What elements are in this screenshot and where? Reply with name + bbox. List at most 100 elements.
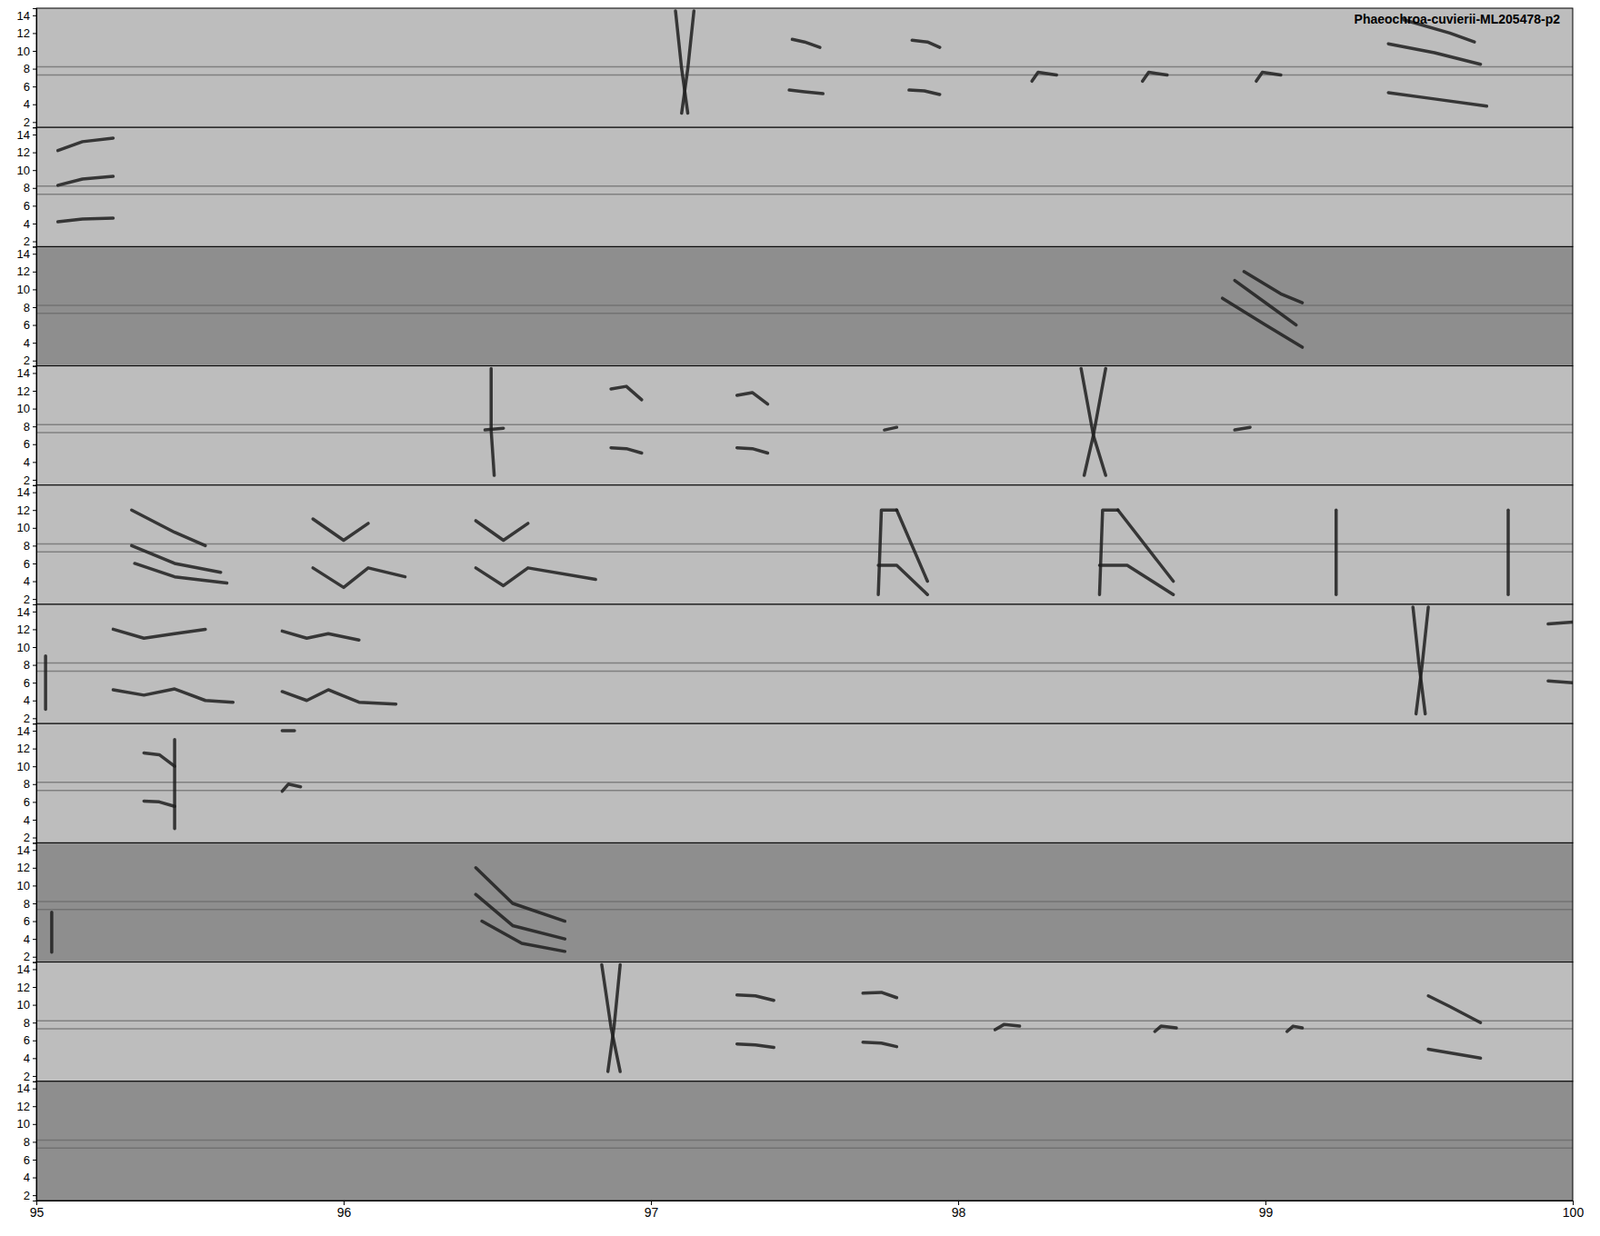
y-tick-label: 8 <box>23 61 30 76</box>
row-frame <box>36 485 1573 605</box>
y-axis: 2468101214 <box>17 8 38 129</box>
y-tick: 8 <box>23 897 37 911</box>
row-background <box>36 246 1573 366</box>
spectrogram-row: 2468101214 <box>17 723 1573 845</box>
x-tick: 96 <box>337 1200 352 1220</box>
call-trace <box>484 428 503 430</box>
y-tick-mark <box>32 700 37 702</box>
y-tick-mark <box>32 545 37 547</box>
call-trace <box>1388 43 1480 65</box>
y-axis: 2468101214 <box>17 724 38 845</box>
y-tick-mark <box>32 1076 37 1078</box>
x-axis: 9596979899100 <box>30 1200 1585 1220</box>
call-trace <box>878 565 928 595</box>
y-tick-label: 12 <box>17 1100 30 1114</box>
y-tick-mark <box>32 581 37 583</box>
call-trace <box>58 138 114 151</box>
y-tick-label: 10 <box>17 520 30 535</box>
y-tick: 6 <box>23 676 37 690</box>
call-trace <box>681 10 695 114</box>
chart: 2468101214246810121424681012142468101214… <box>0 0 1600 1236</box>
hum-band <box>36 193 1573 196</box>
hum-band <box>36 74 1573 77</box>
call-trace <box>1428 1050 1480 1060</box>
y-tick-label: 8 <box>23 658 30 672</box>
row-frame <box>36 842 1573 962</box>
y-tick-mark <box>32 372 37 374</box>
call-trace <box>1388 92 1487 107</box>
y-tick-label: 10 <box>17 1117 30 1131</box>
y-tick-label: 8 <box>23 1135 30 1150</box>
y-tick-mark <box>32 1106 37 1108</box>
y-tick-mark <box>32 801 37 803</box>
hum-band <box>36 550 1573 553</box>
call-trace <box>1548 680 1573 683</box>
spectrogram-row: 2468101214 <box>17 8 1573 130</box>
hum-band <box>36 431 1573 434</box>
y-tick-mark <box>32 86 37 88</box>
hum-band <box>36 543 1573 546</box>
y-tick-mark <box>32 647 37 649</box>
hum-band <box>36 304 1573 307</box>
y-tick-label: 4 <box>23 97 30 111</box>
y-tick-mark <box>32 730 37 732</box>
y-tick: 6 <box>23 1153 37 1168</box>
plot-area <box>36 510 1573 595</box>
y-tick-label: 4 <box>23 1051 30 1066</box>
call-trace <box>475 868 565 922</box>
y-tick: 8 <box>23 1016 37 1030</box>
y-tick: 10 <box>17 401 37 416</box>
x-tick-label: 100 <box>1562 1205 1585 1220</box>
hum-band <box>36 670 1573 673</box>
call-trace <box>1243 271 1302 303</box>
y-tick: 14 <box>17 485 37 500</box>
call-trace <box>1256 71 1281 81</box>
hum-band <box>36 423 1573 426</box>
y-tick-label: 12 <box>17 980 30 995</box>
y-tick: 14 <box>17 962 37 977</box>
call-trace <box>1142 71 1168 81</box>
y-tick-label: 14 <box>17 843 30 858</box>
y-tick: 4 <box>23 693 37 708</box>
y-tick: 12 <box>17 145 37 160</box>
y-tick-label: 10 <box>17 640 30 655</box>
y-tick-mark <box>32 152 37 154</box>
y-tick-mark <box>32 15 37 17</box>
y-tick-mark <box>32 528 37 530</box>
y-tick-label: 14 <box>17 366 30 380</box>
plot-area <box>36 138 1573 222</box>
y-tick: 12 <box>17 622 37 637</box>
x-tick-label: 96 <box>337 1205 352 1220</box>
call-trace <box>737 1044 775 1049</box>
call-trace <box>1118 510 1174 581</box>
row-background <box>36 485 1573 605</box>
call-trace <box>1234 280 1297 326</box>
call-trace <box>909 90 940 95</box>
y-tick-label: 4 <box>23 574 30 589</box>
plot-area <box>36 1140 1573 1149</box>
y-tick-mark <box>32 1005 37 1007</box>
y-tick: 10 <box>17 282 37 297</box>
y-tick-label: 14 <box>17 128 30 142</box>
x-tick-label: 98 <box>951 1205 967 1220</box>
y-tick-mark <box>32 480 37 481</box>
y-tick-label: 6 <box>23 80 30 94</box>
row-frame <box>36 127 1573 247</box>
y-tick-mark <box>32 1022 37 1024</box>
call-trace <box>475 520 528 541</box>
y-tick-mark <box>32 1058 37 1060</box>
call-trace <box>1222 298 1303 348</box>
y-tick-mark <box>32 510 37 511</box>
y-tick: 8 <box>23 300 37 315</box>
hum-band <box>36 66 1573 69</box>
y-tick-label: 10 <box>17 760 30 774</box>
y-tick-mark <box>32 1160 37 1161</box>
y-tick-label: 4 <box>23 455 30 470</box>
y-tick-label: 4 <box>23 1170 30 1185</box>
spectrogram-row: 2468101214 <box>17 485 1573 607</box>
call-trace <box>312 519 369 540</box>
y-axis: 2468101214 <box>17 604 38 725</box>
y-tick-label: 12 <box>17 26 30 40</box>
call-trace <box>896 510 928 581</box>
y-tick-label: 8 <box>23 1016 30 1030</box>
